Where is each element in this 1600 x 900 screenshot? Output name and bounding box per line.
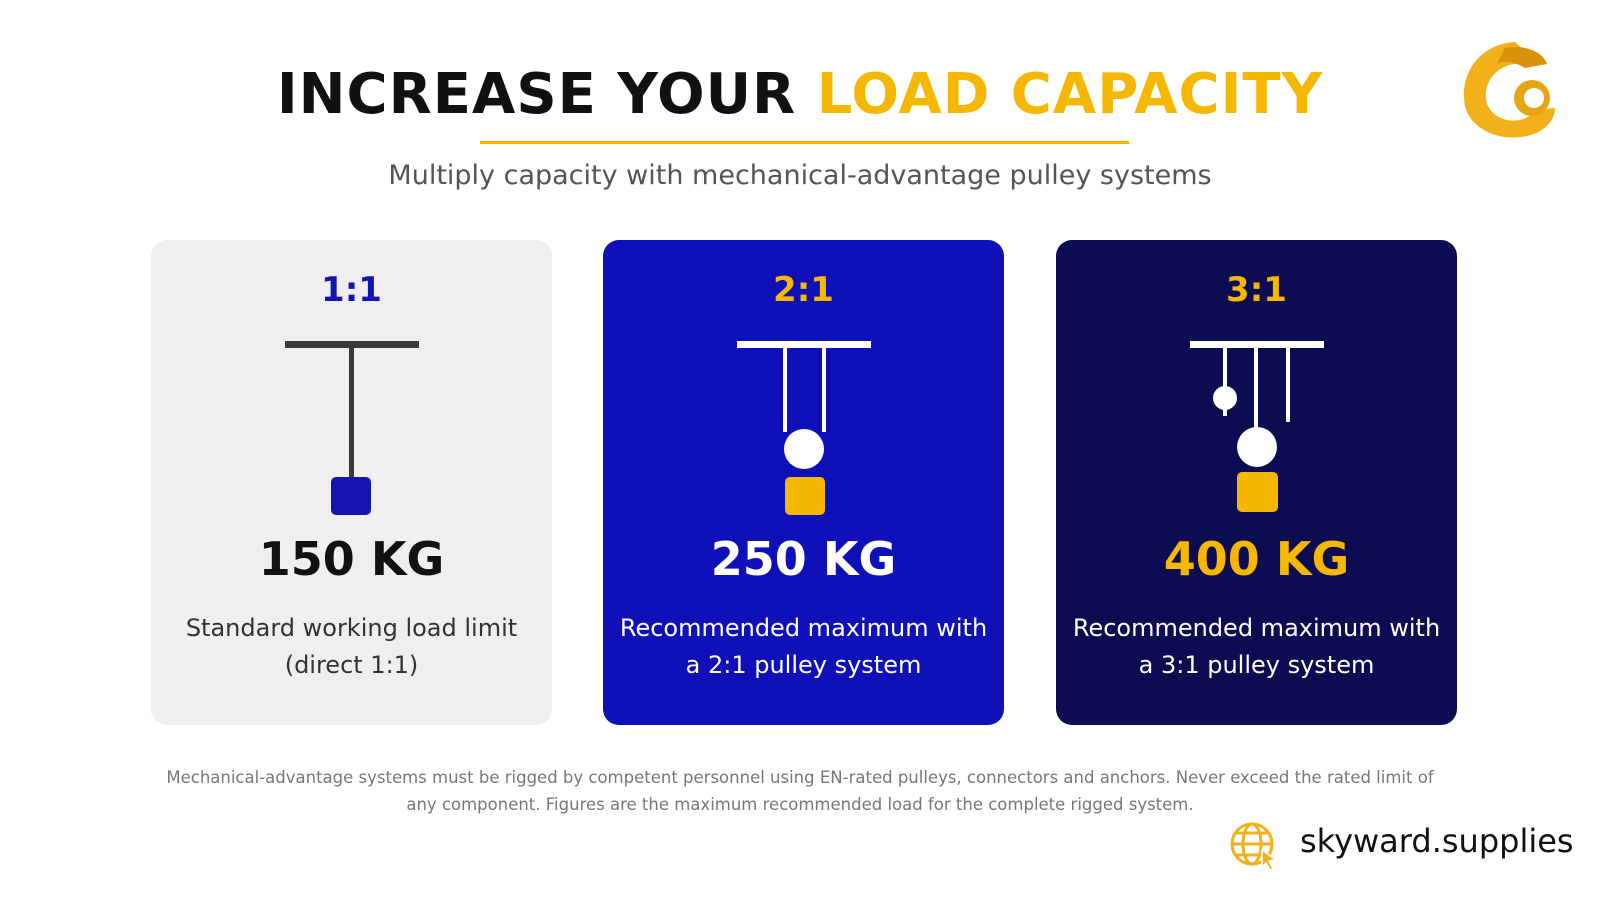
description: Standard working load limit (direct 1:1) (151, 610, 552, 684)
description-line: Recommended maximum with (1072, 614, 1441, 642)
description-line: (direct 1:1) (284, 651, 419, 679)
load: 250 KG (710, 532, 897, 586)
card: 1:1 150 KG Standard working load limit (d… (151, 240, 552, 725)
description-line: Recommended maximum with (619, 614, 988, 642)
footnote-line: Mechanical-advantage systems must be rig… (166, 768, 1434, 787)
title-underline (480, 141, 1129, 144)
globe-icon (1230, 822, 1278, 871)
pulley-icon (1190, 341, 1324, 512)
description-line: a 3:1 pulley system (1138, 651, 1375, 679)
description-line: Standard working load limit (185, 614, 518, 642)
pulley-icon (285, 341, 419, 515)
ratio: 2:1 (773, 270, 834, 310)
title: INCREASE YOUR LOAD CAPACITY (0, 62, 1600, 127)
load: 150 KG (258, 532, 445, 586)
title-dark: INCREASE YOUR (276, 62, 797, 127)
card: 3:1 400 KG Recommended maximum with a 3:1… (1056, 240, 1457, 725)
description: Recommended maximum with a 3:1 pulley sys… (1056, 610, 1457, 684)
description-line: a 2:1 pulley system (685, 651, 922, 679)
subtitle: Multiply capacity with mechanical-advant… (388, 160, 1212, 191)
ratio: 1:1 (321, 270, 382, 310)
website: skyward.supplies (1300, 822, 1574, 860)
ratio: 3:1 (1226, 270, 1287, 310)
description: Recommended maximum with a 2:1 pulley sys… (603, 610, 1004, 684)
pulley-icon (737, 341, 871, 515)
footnote: Mechanical-advantage systems must be rig… (0, 764, 1600, 818)
footnote-line: any component. Figures are the maximum r… (406, 795, 1194, 814)
load: 400 KG (1163, 532, 1350, 586)
card: 2:1 250 KG Recommended maximum with a 2:1… (603, 240, 1004, 725)
title-highlight: LOAD CAPACITY (816, 62, 1324, 127)
logo (1463, 42, 1555, 138)
